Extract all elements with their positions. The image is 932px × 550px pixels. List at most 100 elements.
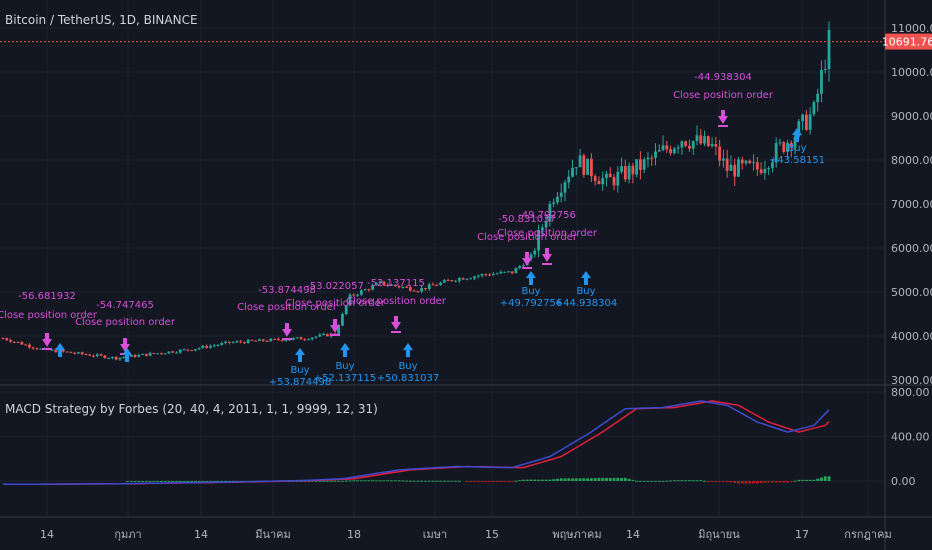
candle-body (597, 180, 601, 185)
macd-histogram-bar (322, 480, 325, 482)
macd-histogram-bar (540, 479, 544, 481)
close-order-label: Close position order (346, 296, 447, 307)
buy-label: Buy (576, 286, 595, 297)
macd-histogram-bar (495, 481, 499, 482)
candles (1, 21, 831, 361)
candle-body (242, 342, 246, 344)
macd-histogram-bar (386, 480, 390, 482)
buy-value: +50.831037 (377, 373, 439, 384)
macd-histogram-bar (374, 480, 378, 482)
macd-line (3, 400, 830, 486)
macd-histogram-bar (363, 480, 367, 482)
macd-histogram-bar (457, 480, 461, 482)
candle-body (748, 160, 752, 164)
macd-histogram-bar (646, 480, 650, 482)
candle-body (465, 278, 469, 280)
candle-body (73, 352, 77, 354)
candle-body (639, 159, 642, 170)
candle-body (163, 353, 167, 355)
candle-body (408, 287, 412, 291)
macd-histogram-bar (424, 480, 427, 482)
candle-body (688, 145, 691, 149)
candle-body (359, 290, 363, 295)
macd-histogram-bar (469, 481, 473, 482)
macd-histogram-bar (129, 480, 133, 482)
macd-histogram-bar (582, 478, 586, 481)
macd-histogram-bar (393, 480, 397, 482)
candle-body (435, 285, 439, 287)
candle-body (216, 344, 220, 346)
macd-histogram-bar (390, 480, 393, 482)
time-axis: 14 กุมภา 14 มีนาคม 18 เมษา 15 พฤษภาคม 14 มิถุนายน… (40, 528, 892, 541)
candle-body (80, 352, 84, 355)
candle-body (544, 221, 548, 228)
macd-histogram-bar (567, 478, 571, 481)
candle-body (235, 341, 239, 343)
buy-arrow-icon (792, 128, 802, 142)
close-order-arrow-icon (718, 110, 728, 127)
candle-body (627, 165, 631, 180)
macd-histogram-bar (763, 481, 767, 483)
price-tick-label: 10000.00 (891, 66, 932, 79)
macd-histogram-bar (446, 480, 450, 482)
candle-body (827, 29, 831, 70)
close-order-value: -54.747465 (96, 300, 154, 311)
macd-histogram-bar (525, 479, 529, 481)
candle-body (431, 284, 435, 286)
candle-body (654, 151, 657, 158)
macd-tick-label: 400.00 (891, 431, 930, 444)
macd-histogram-bar (665, 480, 669, 482)
candle-body (672, 148, 676, 154)
macd-histogram-bar (190, 480, 193, 482)
candle-body (823, 69, 827, 71)
macd-histogram-bar (167, 480, 171, 482)
candle-body (631, 165, 635, 175)
macd-histogram-bar (639, 480, 642, 482)
macd-histogram-bar (744, 481, 748, 484)
time-tick-label: 14 (626, 528, 640, 541)
price-tick-label: 3000.00 (891, 374, 932, 387)
candle-body (397, 286, 401, 288)
candle-body (559, 192, 563, 197)
close-order-value: -56.681932 (18, 291, 76, 302)
macd-histogram-bar (823, 476, 827, 481)
candle-body (661, 145, 665, 151)
candle-body (752, 162, 755, 164)
macd-histogram-bar (537, 479, 540, 481)
close-order-label: Close position order (285, 298, 386, 309)
candle-body (88, 354, 92, 356)
macd-histogram-bar (314, 480, 318, 482)
macd-histogram-bar (706, 481, 710, 482)
macd-histogram-bar (216, 480, 220, 482)
macd-histogram-bar (465, 481, 469, 482)
candle-body (205, 345, 209, 348)
macd-histogram-bar (740, 481, 744, 484)
candle-body (454, 280, 458, 282)
last-price-badge (885, 33, 932, 50)
macd-histogram-bar (182, 480, 186, 482)
macd-histogram-bar (307, 480, 310, 482)
candle-body (356, 294, 359, 296)
candle-body (31, 347, 35, 349)
macd-histogram-bar (416, 480, 420, 482)
candle-body (1, 338, 5, 340)
candle-body (220, 342, 224, 345)
candle-body (99, 354, 103, 356)
candle-body (646, 157, 650, 160)
candle-body (20, 342, 24, 345)
time-tick-label: กรกฎาคม (844, 528, 891, 541)
candle-body (84, 354, 88, 356)
candle-body (759, 169, 763, 174)
candle-body (258, 339, 261, 341)
candle-body (439, 282, 442, 286)
price-tick-label: 7000.00 (891, 198, 932, 211)
macd-histogram-bar (729, 481, 733, 483)
macd-histogram-bar (721, 481, 725, 482)
macd-histogram-bar (669, 480, 672, 482)
macd-histogram-bar (755, 481, 759, 484)
grid (0, 0, 885, 517)
macd-histogram-bar (352, 480, 356, 482)
candle-body (382, 281, 386, 285)
candle-body (703, 136, 706, 144)
